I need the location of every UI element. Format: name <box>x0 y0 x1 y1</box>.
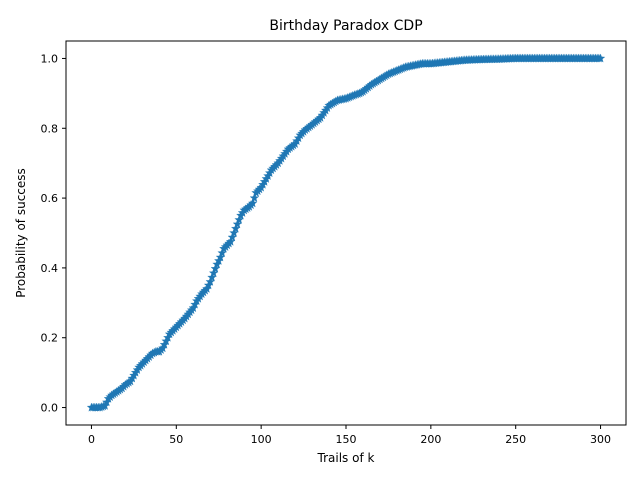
x-tick-label: 150 <box>336 433 357 446</box>
x-tick-label: 200 <box>420 433 441 446</box>
x-tick-label: 0 <box>88 433 95 446</box>
data-point-marker <box>247 198 258 208</box>
y-tick-label: 1.0 <box>41 52 59 65</box>
y-tick-label: 0.0 <box>41 402 59 415</box>
y-tick-label: 0.8 <box>41 122 59 135</box>
x-tick-label: 100 <box>251 433 272 446</box>
x-tick-label: 250 <box>505 433 526 446</box>
data-point-marker <box>249 193 260 203</box>
x-tick-label: 50 <box>169 433 183 446</box>
x-axis-label: Trails of k <box>317 451 375 465</box>
plot-layer <box>86 53 606 412</box>
x-tick-label: 300 <box>590 433 611 446</box>
data-point-marker <box>595 53 606 63</box>
ticks-layer: 0 50 100 150 200 250 300 0.0 0.2 0.4 0.6 0.8 1.0 <box>41 52 612 446</box>
y-tick-label: 0.6 <box>41 192 59 205</box>
y-tick-label: 0.2 <box>41 332 59 345</box>
y-tick-label: 0.4 <box>41 262 59 275</box>
y-axis-label: Probability of success <box>14 168 28 298</box>
chart-title: Birthday Paradox CDP <box>269 18 422 34</box>
